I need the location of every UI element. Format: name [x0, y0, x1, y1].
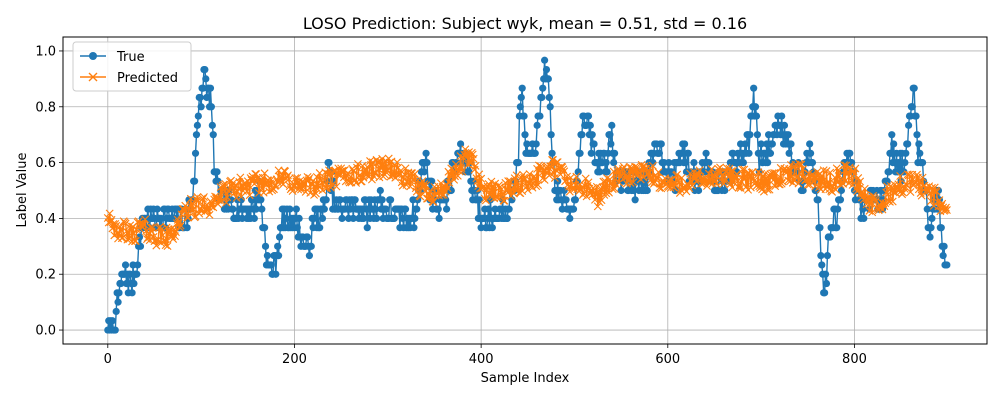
plot-frame: [62, 36, 988, 345]
y-tick-label: 0.4: [35, 212, 56, 227]
y-tick-label: 0.6: [35, 156, 56, 171]
ticks: 0 200 400 600 800 0.0 0.2 0.4 0.6 0.8 1.0: [35, 44, 867, 367]
x-tick-label: 800: [842, 352, 867, 367]
x-tick-label: 400: [469, 352, 494, 367]
series-true-line: [107, 60, 947, 331]
legend-predicted-marker: [88, 72, 98, 82]
x-tick-label: 200: [282, 352, 307, 367]
legend-box: [72, 41, 192, 92]
y-axis-label: Label Value: [15, 153, 30, 228]
grid: [63, 37, 987, 344]
y-tick-label: 0.8: [35, 100, 56, 115]
x-axis-label: Sample Index: [481, 371, 570, 386]
legend-true-marker: [89, 52, 97, 60]
y-tick-label: 0.2: [35, 268, 56, 283]
y-tick-label: 0.0: [35, 324, 56, 339]
legend-predicted-label: Predicted: [117, 71, 178, 86]
series-predicted-line: [107, 149, 948, 247]
legend: True Predicted: [72, 41, 192, 92]
x-tick-label: 600: [655, 352, 680, 367]
x-tick-label: 0: [104, 352, 112, 367]
legend-true-label: True: [116, 50, 145, 65]
series-layer: [103, 56, 951, 334]
y-tick-label: 1.0: [35, 44, 56, 59]
chart-title: LOSO Prediction: Subject wyk, mean = 0.5…: [303, 14, 747, 33]
